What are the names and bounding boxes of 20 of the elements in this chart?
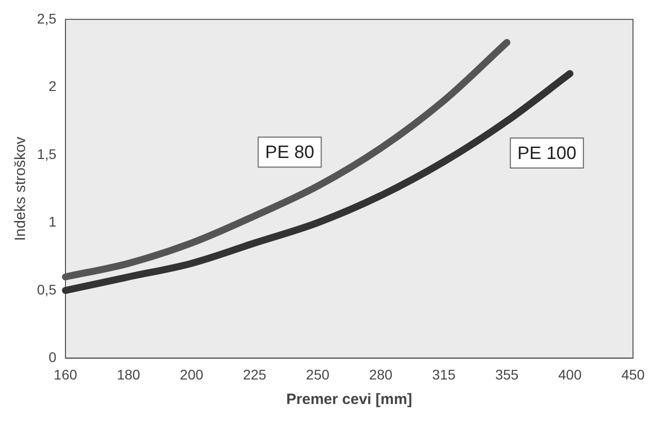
x-tick-label: 200 (180, 366, 204, 382)
x-tick-label: 180 (116, 366, 140, 382)
x-axis-title: Premer cevi [mm] (286, 391, 412, 408)
y-tick-label: 2 (48, 78, 57, 94)
x-tick-label: 315 (432, 366, 456, 382)
series-label: PE 100 (517, 143, 576, 164)
x-tick-label: 355 (495, 366, 519, 382)
x-tick-label: 280 (369, 366, 393, 382)
x-tick-label: 160 (54, 366, 78, 382)
y-tick-label: 0 (48, 349, 57, 366)
x-tick-label: 225 (242, 366, 267, 382)
x-tick-label: 400 (558, 366, 582, 382)
y-tick-label: 1,5 (36, 146, 57, 162)
x-tick-label: 450 (621, 366, 645, 382)
series-label: PE 80 (265, 142, 314, 162)
y-axis-title: Indeks stroškov (12, 136, 30, 241)
y-tick-label: 2,5 (36, 10, 57, 26)
x-tick-label: 250 (306, 366, 330, 382)
y-tick-label: 1 (48, 214, 57, 230)
y-tick-label: 0,5 (36, 281, 57, 298)
